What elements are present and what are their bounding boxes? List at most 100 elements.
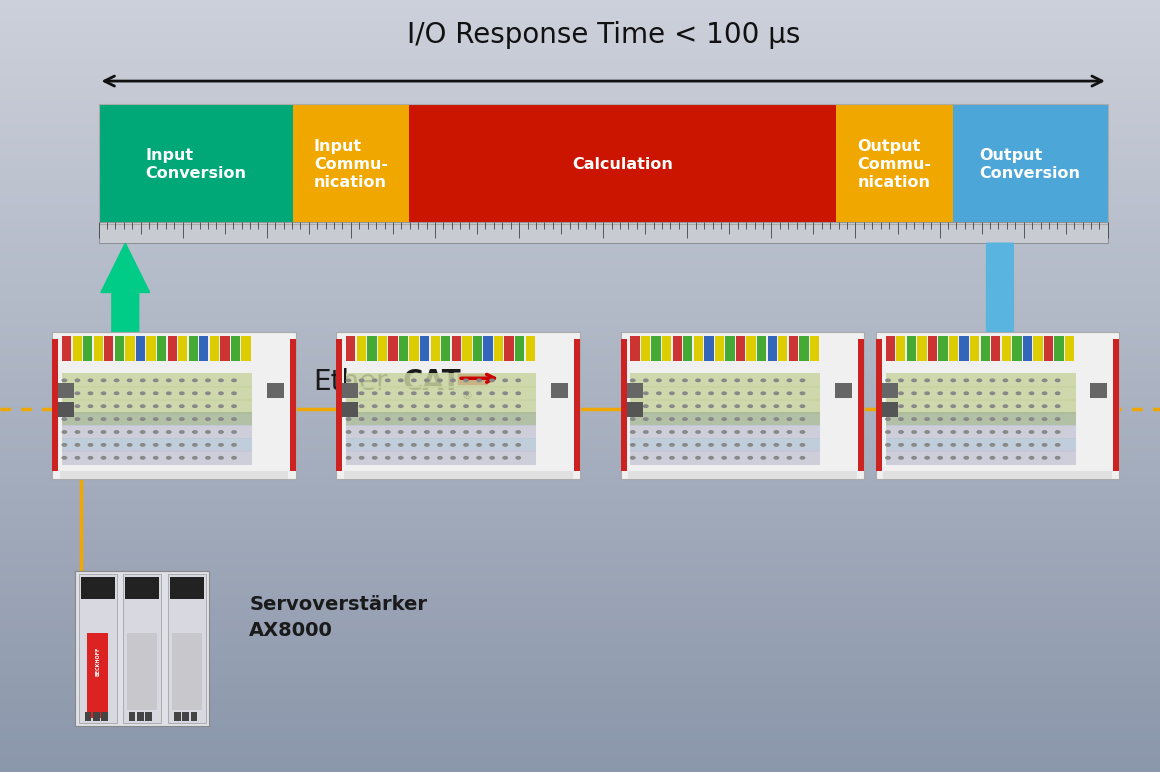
Bar bbox=[0, 216, 1160, 218]
Bar bbox=[0, 247, 1160, 249]
Bar bbox=[0, 185, 1160, 188]
Circle shape bbox=[1042, 417, 1047, 421]
Bar bbox=[0, 218, 1160, 222]
Bar bbox=[126, 633, 158, 710]
Circle shape bbox=[179, 391, 184, 395]
Bar bbox=[0, 139, 1160, 141]
Circle shape bbox=[166, 443, 172, 447]
Bar bbox=[0, 533, 1160, 535]
Circle shape bbox=[669, 455, 675, 460]
Bar bbox=[715, 337, 724, 361]
Bar bbox=[0, 718, 1160, 720]
Circle shape bbox=[1015, 378, 1022, 382]
Circle shape bbox=[937, 417, 943, 421]
Circle shape bbox=[747, 391, 753, 395]
Circle shape bbox=[799, 378, 805, 382]
Circle shape bbox=[218, 378, 224, 382]
Bar bbox=[0, 262, 1160, 265]
Circle shape bbox=[774, 417, 780, 421]
Circle shape bbox=[630, 378, 636, 382]
Bar bbox=[0, 232, 1160, 234]
Circle shape bbox=[437, 455, 443, 460]
Bar bbox=[885, 425, 1075, 439]
Circle shape bbox=[734, 417, 740, 421]
Circle shape bbox=[126, 443, 132, 447]
Bar bbox=[1001, 337, 1012, 361]
Bar bbox=[0, 44, 1160, 46]
Bar bbox=[0, 342, 1160, 345]
Bar bbox=[0, 363, 1160, 365]
Circle shape bbox=[963, 378, 970, 382]
Circle shape bbox=[87, 430, 94, 434]
Bar bbox=[0, 749, 1160, 751]
Bar bbox=[0, 229, 1160, 232]
Circle shape bbox=[515, 391, 521, 395]
Circle shape bbox=[437, 443, 443, 447]
Circle shape bbox=[760, 391, 767, 395]
Circle shape bbox=[1054, 455, 1060, 460]
Bar bbox=[0, 741, 1160, 743]
Circle shape bbox=[191, 405, 198, 408]
Bar bbox=[0, 278, 1160, 280]
Circle shape bbox=[411, 430, 416, 434]
Circle shape bbox=[1054, 405, 1060, 408]
Bar bbox=[0, 208, 1160, 211]
Bar bbox=[0, 473, 1160, 476]
Bar bbox=[949, 337, 958, 361]
Bar bbox=[0, 147, 1160, 149]
Circle shape bbox=[101, 378, 107, 382]
Bar bbox=[0, 15, 1160, 18]
Circle shape bbox=[977, 443, 983, 447]
Bar bbox=[1023, 337, 1032, 361]
Bar bbox=[93, 712, 100, 721]
Text: I/O Response Time < 100 μs: I/O Response Time < 100 μs bbox=[406, 21, 800, 49]
Circle shape bbox=[515, 378, 521, 382]
Bar bbox=[190, 712, 197, 721]
Circle shape bbox=[411, 443, 416, 447]
Bar bbox=[0, 378, 1160, 381]
Circle shape bbox=[682, 455, 688, 460]
Bar bbox=[0, 21, 1160, 23]
Circle shape bbox=[708, 417, 715, 421]
Bar bbox=[0, 662, 1160, 664]
Circle shape bbox=[695, 443, 701, 447]
Circle shape bbox=[74, 443, 80, 447]
Circle shape bbox=[898, 455, 904, 460]
Circle shape bbox=[786, 430, 792, 434]
Bar bbox=[0, 602, 1160, 604]
Circle shape bbox=[218, 405, 224, 408]
Bar bbox=[168, 574, 206, 723]
Circle shape bbox=[490, 455, 495, 460]
Bar bbox=[0, 762, 1160, 764]
Bar bbox=[346, 438, 536, 452]
Circle shape bbox=[398, 391, 404, 395]
Bar bbox=[0, 440, 1160, 442]
Circle shape bbox=[101, 417, 107, 421]
Bar bbox=[0, 455, 1160, 458]
Bar bbox=[0, 13, 1160, 15]
Bar bbox=[896, 337, 906, 361]
Circle shape bbox=[153, 455, 159, 460]
Bar bbox=[640, 337, 651, 361]
Bar bbox=[0, 103, 1160, 106]
Circle shape bbox=[371, 455, 378, 460]
Bar bbox=[0, 731, 1160, 733]
Bar bbox=[574, 340, 580, 471]
Circle shape bbox=[669, 391, 675, 395]
Circle shape bbox=[774, 455, 780, 460]
Bar bbox=[346, 411, 536, 426]
Bar bbox=[858, 340, 864, 471]
Circle shape bbox=[423, 430, 430, 434]
Bar bbox=[0, 608, 1160, 610]
Circle shape bbox=[385, 391, 391, 395]
Bar bbox=[885, 411, 1075, 426]
Bar bbox=[99, 104, 292, 224]
Bar bbox=[336, 332, 580, 479]
Circle shape bbox=[515, 443, 521, 447]
Circle shape bbox=[655, 378, 662, 382]
Circle shape bbox=[1054, 391, 1060, 395]
Bar bbox=[0, 697, 1160, 700]
Circle shape bbox=[218, 391, 224, 395]
Bar bbox=[628, 471, 857, 479]
Bar bbox=[0, 191, 1160, 193]
